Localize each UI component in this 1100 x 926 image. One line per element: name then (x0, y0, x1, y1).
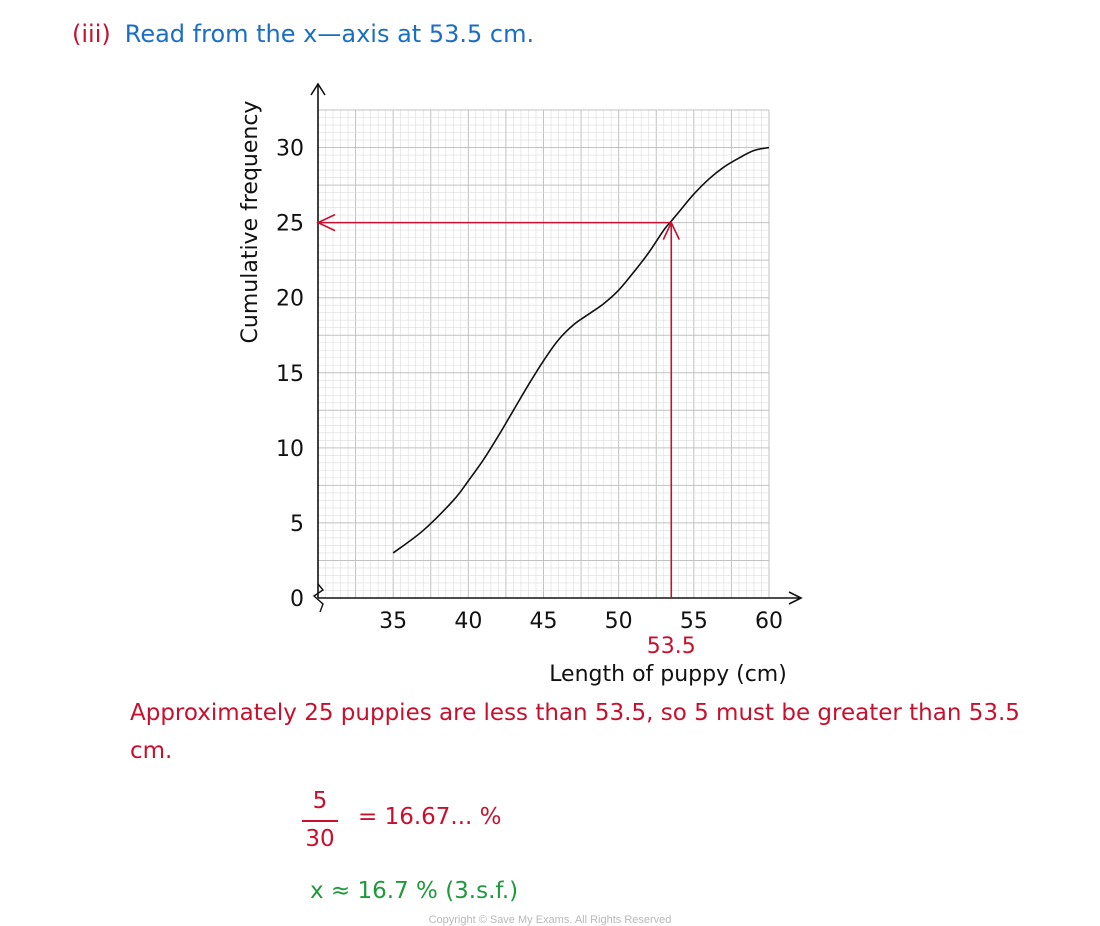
x-tick-label: 35 (379, 609, 407, 634)
explanation-text: Approximately 25 puppies are less than 5… (130, 700, 1020, 764)
final-answer: x ≈ 16.7 % (3.s.f.) (310, 878, 519, 904)
y-tick-label: 0 (290, 587, 304, 612)
fraction-bar (302, 820, 338, 822)
cumulative-frequency-chart: 35 40 45 50 55 60 0 5 10 15 20 25 30 53.5 Length of … (238, 82, 803, 687)
cumulative-frequency-curve (392, 146, 770, 554)
axis-break-mark (312, 583, 325, 613)
chart-annotation-group: 53.5 (316, 213, 696, 659)
y-axis-label: Cumulative frequency (238, 101, 263, 344)
question-part-heading: (iii) Read from the x—axis at 53.5 cm. (72, 20, 534, 48)
y-tick-label: 10 (276, 437, 304, 462)
chart-axes (310, 82, 803, 613)
x-tick-label: 50 (605, 609, 633, 634)
fraction-numerator: 5 (312, 788, 328, 814)
chart-tick-labels: 35 40 45 50 55 60 0 5 10 15 20 25 30 (276, 137, 783, 634)
x-tick-label: 55 (680, 609, 708, 634)
part-number: (iii) (72, 20, 111, 48)
y-tick-label: 15 (276, 362, 304, 387)
x-axis-label: Length of puppy (cm) (549, 662, 787, 687)
fraction: 5 30 (300, 788, 340, 852)
chart-grid (317, 109, 770, 599)
y-tick-label: 20 (276, 287, 304, 312)
x-tick-label: 45 (530, 609, 558, 634)
annotation-horizontal-arrowhead (316, 213, 336, 232)
y-tick-label: 25 (276, 212, 304, 237)
part-instruction: Read from the x—axis at 53.5 cm. (124, 20, 535, 48)
annotation-label: 53.5 (647, 634, 696, 659)
x-axis-arrowhead (788, 591, 803, 605)
y-axis-arrowhead (310, 82, 326, 96)
y-tick-label: 5 (290, 512, 304, 537)
x-tick-label: 60 (755, 609, 783, 634)
chart-curve-group (392, 146, 770, 554)
fraction-denominator: 30 (305, 826, 335, 852)
x-tick-label: 40 (454, 609, 482, 634)
y-tick-label: 30 (276, 137, 304, 162)
copyright-notice: Copyright © Save My Exams. All Rights Re… (428, 914, 672, 926)
fraction-result: = 16.67... % (358, 804, 502, 830)
